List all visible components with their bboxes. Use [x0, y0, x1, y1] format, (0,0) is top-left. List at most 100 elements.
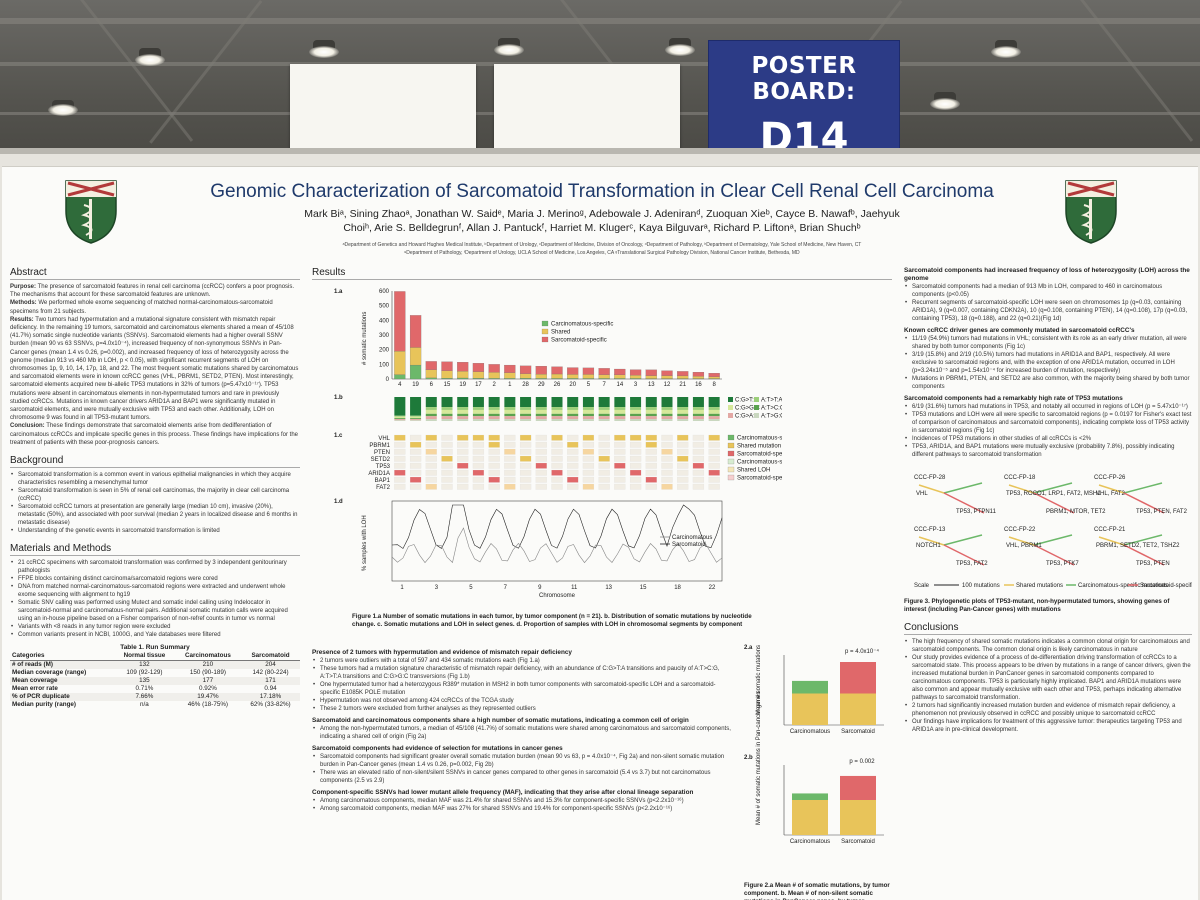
gene-cell	[677, 441, 689, 448]
carcinomatous-branch	[1033, 482, 1073, 494]
ceiling-light	[991, 46, 1021, 58]
bullet-item: Somatic SNV calling was performed using …	[10, 599, 300, 623]
gene-cell	[582, 455, 595, 462]
sarcomatoid-branch	[1123, 492, 1165, 514]
bullet-item: DNA from matched normal-carcinomatous-sa…	[10, 583, 300, 599]
spectrum-segment	[692, 409, 704, 414]
bar-segment	[519, 378, 532, 380]
gene-cell	[409, 441, 422, 448]
spectrum-segment	[661, 419, 673, 421]
gene-cell	[708, 469, 720, 476]
spectrum-segment	[425, 416, 437, 420]
spectrum-segment	[582, 416, 594, 420]
tree-gene-label: NOTCH1	[916, 543, 941, 549]
gene-cell	[677, 448, 689, 455]
spectrum-segment	[708, 407, 720, 410]
legend-label: Shared mutation	[737, 444, 781, 450]
bar-segment	[840, 775, 876, 800]
bullet-item: 2 tumors had significantly increased mut…	[904, 702, 1192, 718]
x-tick-label: 6	[430, 382, 434, 388]
spectrum-segment	[582, 397, 594, 408]
table-cell: Mean coverage	[10, 677, 115, 686]
bullet-item: Our findings have implications for treat…	[904, 718, 1192, 734]
spectrum-segment	[630, 413, 642, 417]
gene-cell	[629, 483, 642, 490]
gene-cell	[472, 441, 485, 448]
bullet-item: FFPE blocks containing distinct carcinom…	[10, 575, 300, 583]
bullet-item: Understanding of the genetic events in s…	[10, 527, 300, 535]
gene-cell	[535, 483, 547, 490]
tree-sample-label: CCC-FP-13	[914, 527, 946, 533]
x-tick-label: 8	[712, 382, 716, 388]
yale-shield-logo-right	[1065, 180, 1117, 244]
x-tick-label: 14	[617, 382, 624, 388]
spectrum-segment	[551, 397, 563, 408]
tree-gene-label: PBRM1, SETD2, TET2, TSHZ2	[1096, 543, 1180, 549]
run-summary-table: Categories Normal tissue Carcinomatous Sarc…	[10, 651, 300, 709]
spectrum-segment	[598, 419, 610, 421]
shared-branch	[918, 484, 945, 494]
gene-cell	[598, 462, 610, 469]
spectrum-segment	[677, 413, 689, 417]
gene-cell	[441, 462, 453, 469]
spectrum-segment	[472, 419, 484, 421]
y-axis-label: Mean # of somatic mutations in Pan-cance…	[756, 692, 762, 825]
table-header-cell: Normal tissue	[114, 651, 175, 662]
legend-label: Shared	[551, 330, 570, 336]
gene-cell	[551, 476, 563, 483]
spectrum-segment	[520, 407, 532, 410]
spectrum-segment	[535, 397, 547, 408]
chromosome-tick: 11	[571, 585, 578, 591]
tree-sample-label: CCC-FP-28	[914, 475, 946, 481]
right-heading-2: Known ccRCC driver genes are commonly mu…	[904, 327, 1135, 334]
gene-cell	[394, 476, 406, 483]
spectrum-segment	[535, 413, 547, 417]
figure-1-caption: Figure 1.a Number of somatic mutations i…	[352, 613, 752, 628]
spectrum-segment	[567, 409, 579, 414]
spectrum-segment	[441, 397, 453, 408]
table-cell: 7.66%	[114, 693, 175, 702]
gene-cell	[457, 441, 469, 448]
spectrum-segment	[472, 413, 484, 417]
legend-swatch	[728, 413, 733, 418]
conclusion-label: Conclusion:	[10, 423, 45, 430]
chromosome-tick: 22	[709, 585, 716, 591]
gene-cell	[472, 462, 485, 469]
spectrum-segment	[551, 413, 563, 417]
figure-1: 1.a # somatic mutations 0 100 200 300 400 500 60…	[334, 289, 824, 599]
shared-branch	[1008, 536, 1035, 546]
spectrum-segment	[661, 407, 673, 410]
gene-cell	[614, 469, 626, 476]
tree-sample-label: CCC-FP-26	[1094, 475, 1126, 481]
x-tick-label: Sarcomatoid	[841, 729, 875, 735]
bar-segment	[488, 378, 500, 380]
gene-cell	[441, 448, 453, 455]
gene-cell	[614, 448, 626, 455]
legend-swatch	[727, 442, 735, 449]
gene-cell	[629, 455, 642, 462]
gene-cell	[677, 455, 689, 462]
gene-cell	[488, 455, 500, 462]
gene-cell	[629, 469, 642, 476]
table-row: Median coverage (range) 109 (92-129) 150 (…	[10, 669, 300, 677]
results-label: Results:	[10, 316, 34, 323]
spectrum-segment	[535, 416, 547, 420]
bar-segment	[394, 351, 406, 375]
tree-gene-label: VHL, FAT2	[1096, 491, 1126, 497]
spectrum-segment	[488, 419, 500, 421]
spectrum-segment	[598, 416, 610, 420]
results-text: Two tumors had hypermutation and a mutat…	[10, 316, 299, 422]
gene-cell	[567, 434, 579, 441]
sarcomatoid-branch	[943, 492, 985, 514]
spectrum-segment	[488, 397, 500, 408]
spectrum-segment	[520, 409, 532, 414]
shared-branch	[1098, 536, 1125, 546]
gene-cell	[708, 448, 720, 455]
spectrum-segment	[661, 416, 673, 420]
ceiling-light	[309, 46, 339, 58]
spectrum-segment	[410, 416, 422, 419]
spectrum-segment	[425, 407, 437, 410]
table-cell: % of PCR duplicate	[10, 693, 115, 702]
bar-segment	[472, 363, 485, 372]
spectrum-segment	[457, 409, 469, 414]
